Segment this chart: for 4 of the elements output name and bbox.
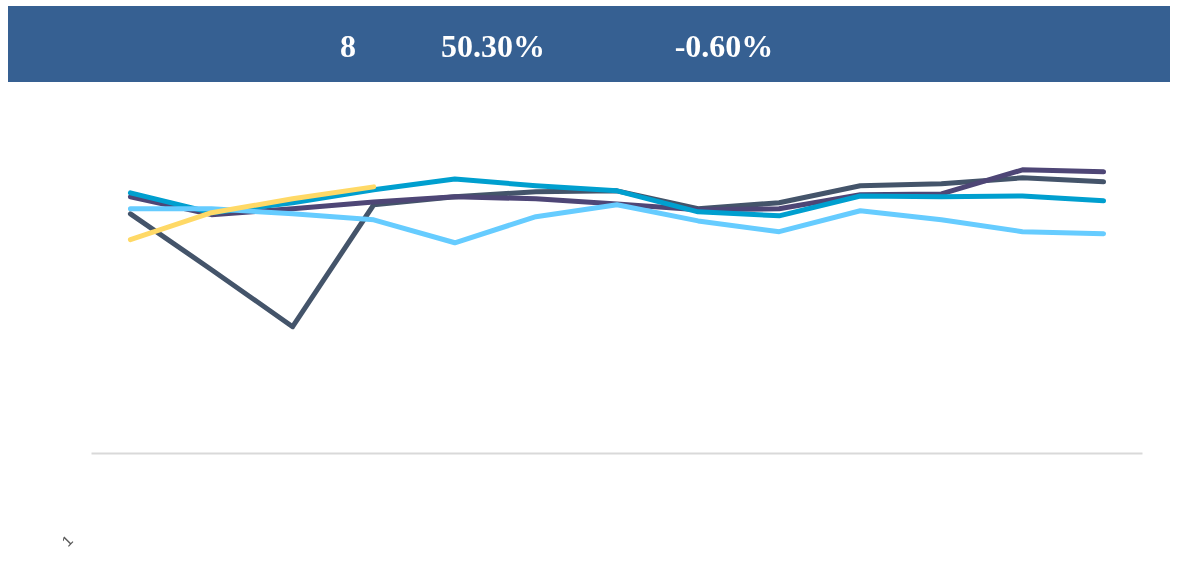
text: 8 bbox=[340, 27, 356, 66]
text: -0.60% bbox=[674, 27, 774, 66]
text: 50.30% bbox=[441, 27, 545, 66]
text: 1 bbox=[57, 530, 77, 552]
